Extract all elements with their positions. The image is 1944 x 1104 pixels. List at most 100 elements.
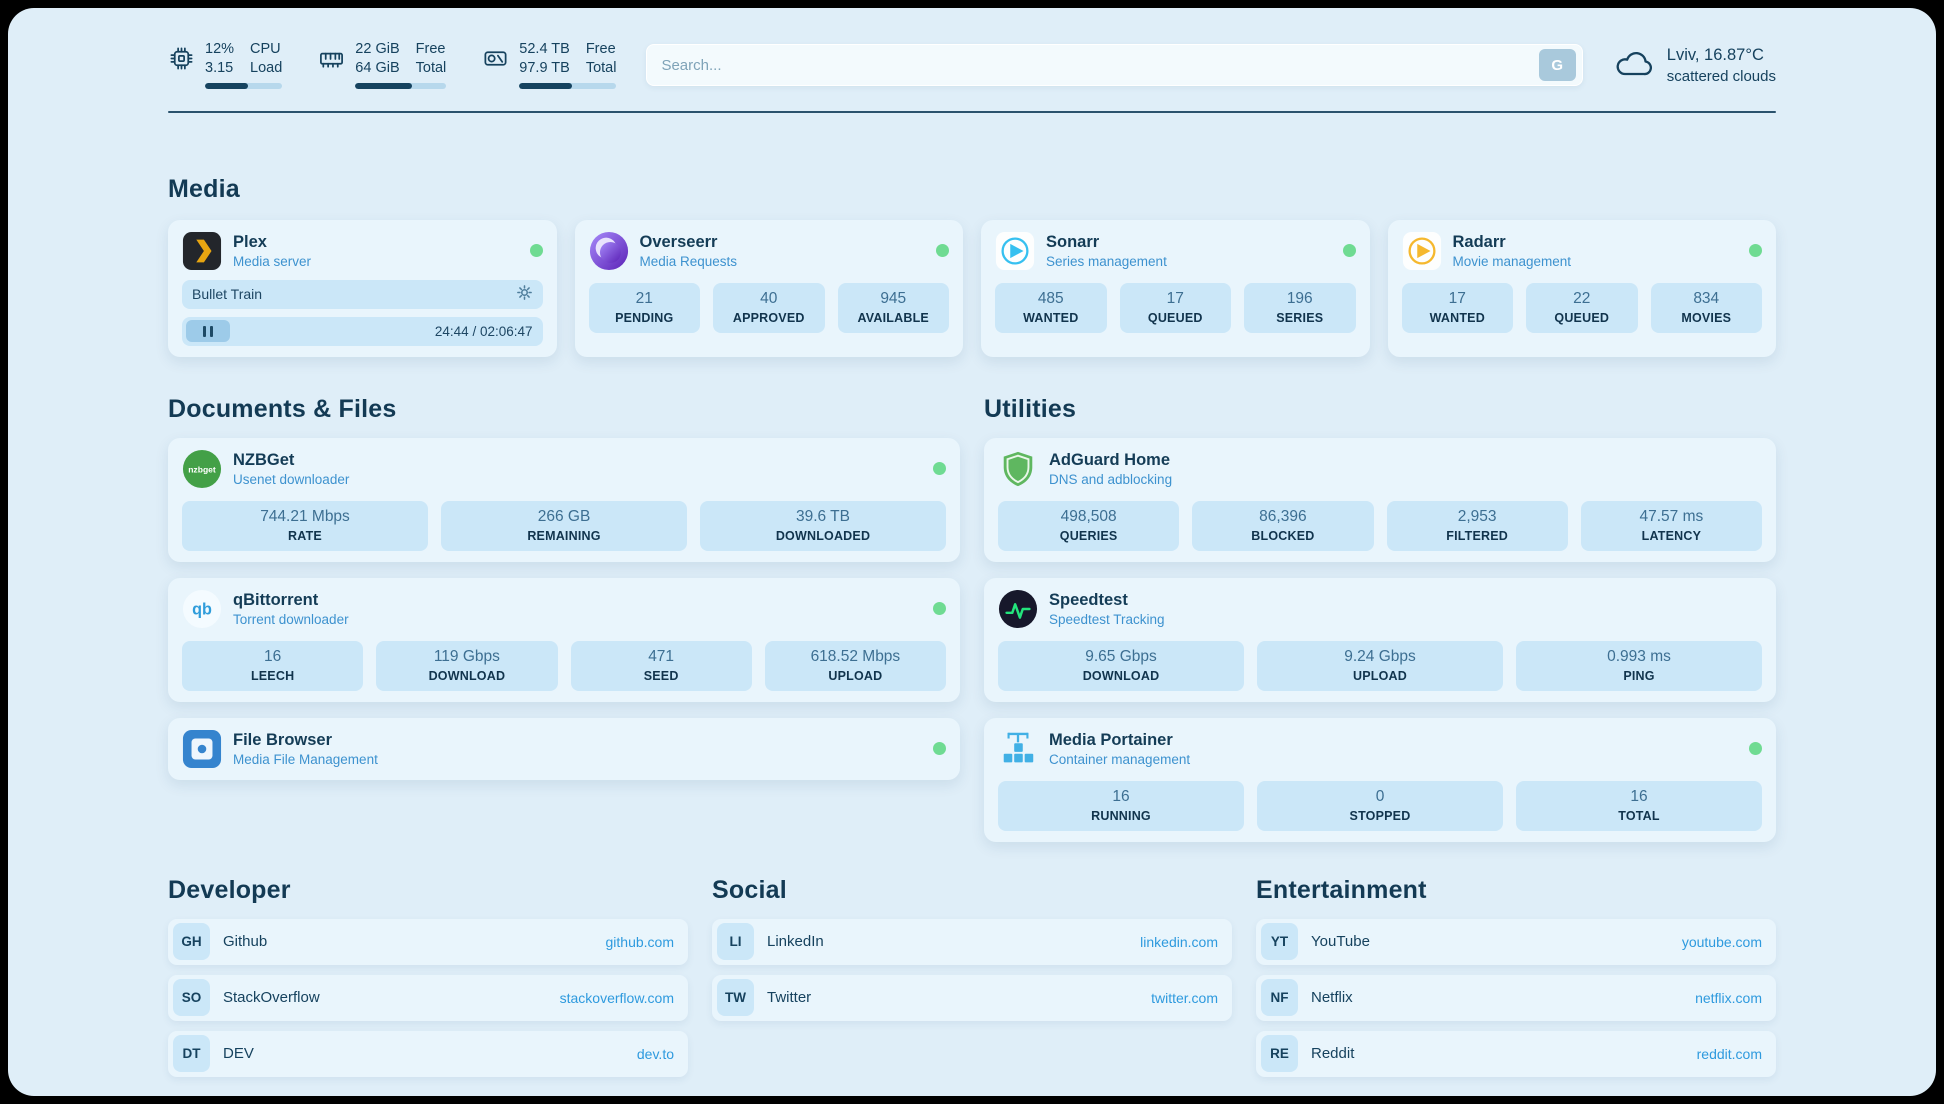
app-card-plex[interactable]: Plex Media server Bullet Train [168,219,557,357]
svg-text:nzbget: nzbget [188,464,216,474]
speedtest-icon [998,589,1038,629]
bookmark-url[interactable]: stackoverflow.com [559,989,674,1006]
gear-icon [516,284,533,304]
memory-widget: 22 GiB 64 GiB Free Total [318,41,447,89]
cpu-percent: 12% [205,41,235,57]
app-name: Sonarr [1046,232,1100,251]
overseerr-icon [589,231,629,271]
bookmark-name: Github [223,933,268,951]
ram-total-value: 64 GiB [355,59,400,76]
stat-available: 945 AVAILABLE [837,282,949,333]
bookmark-url[interactable]: youtube.com [1681,933,1762,950]
bookmark-abbr-badge: GH [173,923,210,961]
app-card-adguard[interactable]: AdGuard Home DNS and adblocking 498,508 … [984,437,1776,562]
section-title-social: Social [712,875,787,904]
disk-total-value: 97.9 TB [519,59,570,76]
stat-upload: 618.52 Mbps UPLOAD [764,640,946,691]
status-dot [1342,244,1356,258]
app-card-radarr[interactable]: Radarr Movie management 17 WANTED 22 QUE… [1387,219,1776,357]
app-card-filebrowser[interactable]: File Browser Media File Management [168,717,960,780]
bookmark-url[interactable]: github.com [605,933,674,950]
stat-queued: 17 QUEUED [1119,282,1231,333]
bookmark-url[interactable]: reddit.com [1696,1045,1762,1062]
bookmark-row-youtube[interactable]: YT YouTube youtube.com [1256,918,1776,965]
stat-total: 16 TOTAL [1516,780,1762,831]
bookmark-url[interactable]: netflix.com [1695,989,1762,1006]
stat-ping: 0.993 ms PING [1516,640,1762,691]
section-media: Media Plex Media server [168,175,1776,357]
bookmark-url[interactable]: dev.to [636,1045,674,1062]
status-dot [529,244,543,258]
bookmark-url[interactable]: twitter.com [1151,989,1218,1006]
stat-rate: 744.21 Mbps RATE [182,500,428,551]
cpu-icon [168,42,195,72]
bookmark-abbr-badge: NF [1261,979,1298,1017]
app-subtitle: Torrent downloader [233,611,349,627]
ram-free-label: Free [415,41,446,57]
app-subtitle: DNS and adblocking [1049,471,1173,487]
ram-free-value: 22 GiB [355,41,400,57]
app-card-nzbget[interactable]: nzbget NZBGet Usenet downloader 744.21 M… [168,437,960,562]
storage-icon [482,42,509,72]
stat-remaining: 266 GB REMAINING [441,500,687,551]
stat-latency: 47.57 ms LATENCY [1580,500,1762,551]
bookmark-row-stackoverflow[interactable]: SO StackOverflow stackoverflow.com [168,974,688,1021]
playback-progress-bar[interactable]: 24:44 / 02:06:47 [182,316,543,346]
stat-blocked: 86,396 BLOCKED [1192,500,1374,551]
pause-icon [203,325,206,337]
bookmark-url[interactable]: linkedin.com [1140,933,1218,950]
app-card-speedtest[interactable]: Speedtest Speedtest Tracking 9.65 Gbps D… [984,577,1776,702]
bookmark-row-netflix[interactable]: NF Netflix netflix.com [1256,974,1776,1021]
bookmark-row-dev[interactable]: DT DEV dev.to [168,1030,688,1077]
bookmark-row-github[interactable]: GH Github github.com [168,918,688,965]
memory-icon [318,42,345,72]
bookmark-name: StackOverflow [223,989,320,1007]
app-name: NZBGet [233,450,295,469]
stat-downloaded: 39.6 TB DOWNLOADED [700,500,946,551]
app-card-qbittorrent[interactable]: qb qBittorrent Torrent downloader 16 LEE… [168,577,960,702]
stat-download: 9.65 Gbps DOWNLOAD [998,640,1244,691]
memory-progress-bar [355,82,447,89]
stat-movies: 834 MOVIES [1650,282,1762,333]
app-name: Radarr [1452,232,1506,251]
bookmark-row-reddit[interactable]: RE Reddit reddit.com [1256,1030,1776,1077]
pause-button[interactable] [186,320,230,343]
app-card-sonarr[interactable]: Sonarr Series management 485 WANTED 17 Q… [981,219,1370,357]
now-playing-row: Bullet Train [182,279,543,309]
stat-seed: 471 SEED [570,640,752,691]
app-name: File Browser [233,730,333,749]
app-card-portainer[interactable]: Media Portainer Container management 16 … [984,717,1776,842]
stat-series: 196 SERIES [1244,282,1356,333]
weather-widget: Lviv, 16.87°C scattered clouds [1613,46,1776,85]
cpu-label: CPU [250,41,281,57]
storage-widget: 52.4 TB 97.9 TB Free Total [482,41,617,89]
stat-wanted: 17 WANTED [1401,282,1513,333]
svg-text:qb: qb [192,601,212,619]
stat-queued: 22 QUEUED [1526,282,1638,333]
bookmark-abbr-badge: SO [173,979,210,1017]
stat-wanted: 485 WANTED [995,282,1107,333]
bookmark-row-twitter[interactable]: TW Twitter twitter.com [712,974,1232,1021]
stat-queries: 498,508 QUERIES [998,500,1180,551]
app-subtitle: Speedtest Tracking [1049,611,1165,627]
search-input[interactable] [661,56,1539,74]
cpu-load-label: Load [250,59,283,76]
dashboard-page: 12% 3.15 CPU Load [8,8,1936,1096]
section-utilities: Utilities AdGuard Home DNS and adblocki [984,395,1776,842]
ram-total-label: Total [415,59,447,76]
header-divider [168,110,1776,113]
section-title-utilities: Utilities [984,394,1077,423]
app-card-overseerr[interactable]: Overseerr Media Requests 21 PENDING 40 A… [574,219,963,357]
disk-free-label: Free [585,41,616,57]
bookmark-row-linkedin[interactable]: LI LinkedIn linkedin.com [712,918,1232,965]
app-subtitle: Usenet downloader [233,471,350,487]
disk-total-label: Total [585,59,617,76]
section-title-media: Media [168,174,240,203]
top-bar: 12% 3.15 CPU Load [168,8,1776,89]
status-dot [933,462,946,476]
filebrowser-icon [182,729,222,769]
bookmark-abbr-badge: DT [173,1035,210,1073]
stream-settings-button[interactable] [516,284,533,304]
search-provider-button[interactable]: G [1538,49,1576,82]
playback-time: 24:44 / 02:06:47 [434,323,533,339]
